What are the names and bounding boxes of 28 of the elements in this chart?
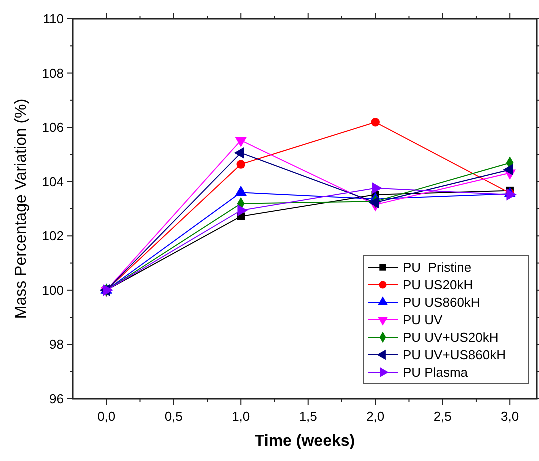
y-tick-label: 108 (42, 66, 64, 81)
x-tick-label: 1,0 (232, 409, 250, 424)
point (236, 160, 246, 169)
point (371, 118, 380, 127)
legend-label: PU US20kH (403, 278, 474, 292)
legend-label: PU UV (403, 312, 444, 328)
y-tick-label: 104 (42, 174, 64, 190)
y-tick-label: 96 (50, 392, 64, 406)
x-tick-label: 1,5 (299, 409, 318, 424)
legend-label: PU UV+US860kH (403, 348, 506, 362)
y-tick-label: 98 (50, 337, 64, 352)
y-tick-label: 102 (42, 228, 64, 244)
x-axis-title: Time (weeks) (254, 433, 356, 450)
y-tick-label: 100 (42, 282, 64, 298)
point (368, 196, 380, 209)
x-tick-label: 0,5 (164, 409, 183, 424)
y-tick-label: 110 (43, 12, 64, 26)
point (234, 147, 245, 159)
x-tick-label: 2,5 (434, 409, 452, 424)
legend-label: PU UV+US20kH (403, 330, 499, 345)
x-tick-label: 2,0 (366, 409, 385, 424)
legend-label: PU Pristine (403, 260, 472, 275)
legend-label: PU US860kH (403, 295, 480, 310)
y-axis-title: Mass Percentage Variation (%) (13, 98, 30, 320)
x-tick-label: 0,0 (98, 409, 116, 424)
legend-label: PU Plasma (403, 365, 469, 380)
y-tick-label: 106 (42, 120, 64, 136)
x-tick-label: 3,0 (501, 409, 520, 424)
